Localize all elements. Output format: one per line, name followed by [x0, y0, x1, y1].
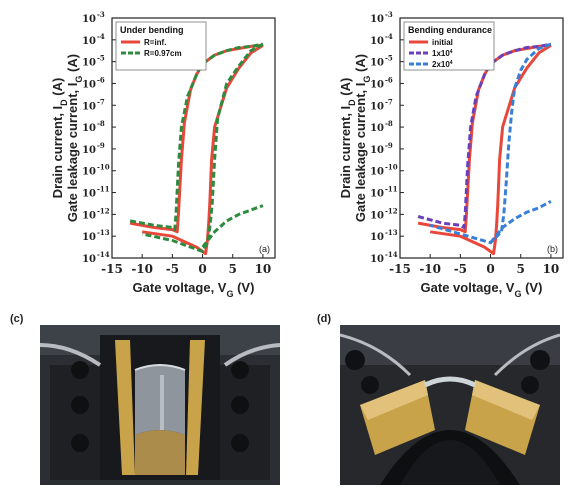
- y-axis-label-gate: Gate leakage current, IG (A): [353, 54, 372, 222]
- y-tick-label: 10: [82, 254, 96, 265]
- plot-frame: [399, 17, 564, 259]
- y-tick-label: 10: [82, 123, 96, 134]
- series-line: [417, 43, 552, 234]
- x-tick-label: -5: [166, 262, 179, 276]
- y-tick-label: 10: [370, 189, 384, 200]
- chart-panel-b: 10-310-410-510-610-710-810-910-1010-1110…: [338, 10, 564, 299]
- x-tick-label: 0: [198, 262, 206, 276]
- y-tick-label: 10: [370, 14, 384, 25]
- series-line: [429, 44, 552, 256]
- bending-rig-photo-c: [40, 325, 280, 485]
- legend-entry: 2x104: [432, 60, 453, 69]
- photo-label-d: (d): [317, 313, 332, 325]
- y-tick-exponent: -4: [385, 32, 393, 41]
- series-line: [129, 42, 264, 232]
- x-tick-label: 5: [229, 262, 237, 276]
- y-tick-label: 10: [82, 189, 96, 200]
- series-line: [141, 42, 264, 253]
- y-tick-label: 10: [82, 167, 96, 178]
- y-tick-label: 10: [370, 123, 384, 134]
- legend-entry: initial: [432, 38, 453, 47]
- series-line: [429, 42, 552, 245]
- x-axis-label: Gate voltage, VG (V): [133, 280, 255, 299]
- photo-bending-setup-c: [40, 325, 280, 485]
- legend-title: Under bending: [120, 25, 184, 35]
- x-tick-label: -15: [101, 262, 123, 276]
- x-tick-label: -5: [454, 262, 467, 276]
- bending-rig-photo-d: [340, 325, 560, 485]
- y-tick-exponent: -5: [97, 54, 105, 63]
- series-line: [489, 199, 552, 244]
- y-tick-label: 10: [82, 58, 96, 69]
- panel-label: (a): [259, 244, 270, 254]
- y-tick-exponent: -12: [97, 206, 110, 215]
- y-tick-label: 10: [82, 79, 96, 90]
- legend-entry: 1x104: [432, 49, 453, 58]
- legend-box: [403, 21, 495, 71]
- x-tick-label: 10: [255, 262, 272, 276]
- y-tick-label: 10: [82, 14, 96, 25]
- y-axis-label-drain: Drain current, ID (A): [338, 78, 357, 199]
- y-tick-label: 10: [82, 210, 96, 221]
- y-tick-label: 10: [82, 101, 96, 112]
- x-axis-label: Gate voltage, VG (V): [421, 280, 543, 299]
- photo-bending-setup-d: [340, 325, 560, 485]
- y-tick-exponent: -7: [385, 97, 393, 106]
- y-tick-exponent: -4: [97, 32, 105, 41]
- y-tick-label: 10: [370, 210, 384, 221]
- y-tick-label: 10: [370, 254, 384, 265]
- y-tick-exponent: -3: [97, 10, 105, 19]
- x-tick-label: -10: [419, 262, 441, 276]
- y-tick-label: 10: [370, 58, 384, 69]
- y-tick-exponent: -11: [385, 185, 398, 194]
- y-tick-label: 10: [82, 36, 96, 47]
- y-tick-exponent: -7: [97, 97, 105, 106]
- legend-entry: R=inf.: [144, 38, 166, 47]
- y-tick-exponent: -12: [385, 206, 398, 215]
- series-line: [141, 44, 264, 256]
- y-tick-label: 10: [370, 232, 384, 243]
- y-tick-label: 10: [370, 79, 384, 90]
- y-tick-exponent: -10: [385, 163, 398, 172]
- chart-panel-a: 10-310-410-510-610-710-810-910-1010-1110…: [50, 10, 276, 299]
- y-tick-exponent: -10: [97, 163, 110, 172]
- y-tick-exponent: -11: [97, 185, 110, 194]
- y-tick-exponent: -13: [97, 228, 110, 237]
- y-tick-label: 10: [370, 36, 384, 47]
- y-tick-exponent: -6: [97, 75, 105, 84]
- y-axis-label-gate: Gate leakage current, IG (A): [65, 54, 84, 222]
- x-tick-label: 10: [543, 262, 560, 276]
- x-tick-label: 0: [486, 262, 494, 276]
- y-tick-exponent: -9: [97, 141, 105, 150]
- y-tick-label: 10: [370, 145, 384, 156]
- legend-box: [115, 21, 207, 71]
- y-tick-exponent: -8: [385, 119, 393, 128]
- y-tick-exponent: -3: [385, 10, 393, 19]
- y-tick-label: 10: [370, 167, 384, 178]
- y-tick-label: 10: [82, 232, 96, 243]
- x-tick-label: -15: [389, 262, 411, 276]
- y-axis-label-drain: Drain current, ID (A): [50, 78, 69, 199]
- x-tick-label: -10: [131, 262, 153, 276]
- y-tick-exponent: -8: [97, 119, 105, 128]
- y-tick-exponent: -9: [385, 141, 393, 150]
- series-line: [129, 43, 264, 234]
- panel-label: (b): [547, 244, 558, 254]
- y-tick-exponent: -14: [97, 250, 110, 259]
- y-tick-exponent: -13: [385, 228, 398, 237]
- legend-entry: R=0.97cm: [144, 49, 182, 58]
- y-tick-exponent: -5: [385, 54, 393, 63]
- plot-frame: [111, 17, 276, 259]
- y-tick-exponent: -14: [385, 250, 398, 259]
- y-tick-exponent: -6: [385, 75, 393, 84]
- legend-title: Bending endurance: [408, 25, 492, 35]
- series-line: [201, 204, 264, 249]
- y-tick-label: 10: [82, 145, 96, 156]
- y-tick-label: 10: [370, 101, 384, 112]
- photo-label-c: (c): [10, 313, 24, 325]
- x-tick-label: 5: [517, 262, 525, 276]
